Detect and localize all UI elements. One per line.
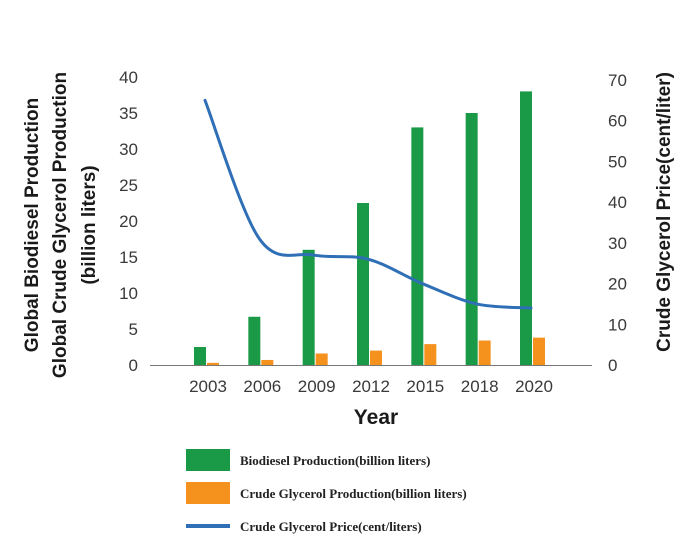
left-axis-tick-label: 30 xyxy=(119,140,138,159)
x-axis-title: Year xyxy=(354,406,398,429)
left-axis-tick-label: 0 xyxy=(129,356,138,375)
bar-glycerol-2003 xyxy=(207,362,219,365)
bar-glycerol-2015 xyxy=(424,344,437,365)
bar-glycerol-2012 xyxy=(370,350,382,365)
right-axis-tick-label: 50 xyxy=(608,152,627,171)
legend-label: Biodiesel Production(billion liters) xyxy=(240,453,430,468)
bar-biodiesel-2020 xyxy=(520,91,532,366)
legend-item: Crude Glycerol Production(billion liters… xyxy=(186,482,467,504)
left-axis-tick-label: 35 xyxy=(119,104,138,123)
legend-label: Crude Glycerol Production(billion liters… xyxy=(240,486,467,501)
left-axis-tick-label: 25 xyxy=(119,176,138,195)
legend-item: Crude Glycerol Price(cent/liters) xyxy=(186,519,422,534)
legend: Biodiesel Production(billion liters) Crud… xyxy=(186,449,467,534)
x-axis-tick-label: 2020 xyxy=(515,377,553,396)
price-line-group xyxy=(203,98,533,310)
left-axis-title-line: (billion liters) xyxy=(79,165,100,284)
bar-biodiesel-2018 xyxy=(465,113,478,365)
bar-glycerol-2020 xyxy=(533,337,545,365)
x-axis-tick-label: 2003 xyxy=(189,377,227,396)
x-axis-tick-label: 2012 xyxy=(352,377,390,396)
x-axis-tick-label: 2006 xyxy=(243,377,281,396)
legend-swatch xyxy=(186,482,230,504)
left-axis-tick-label: 40 xyxy=(119,68,138,87)
legend-item: Biodiesel Production(billion liters) xyxy=(186,449,430,471)
right-axis-title: Crude Glycerol Price(cent/liter) xyxy=(654,72,675,352)
left-axis-title-line: Global Biodiesel Production xyxy=(22,98,43,352)
bar-biodiesel-2003 xyxy=(194,347,206,365)
x-axis-tick-label: 2015 xyxy=(406,377,444,396)
x-axis-ticks: 2003 2006 2009 2012 2015 2018 2020 xyxy=(189,377,553,396)
bar-glycerol-2006 xyxy=(261,359,274,365)
left-axis-title: Global Biodiesel Production Global Crude … xyxy=(22,72,100,378)
left-axis-tick-label: 5 xyxy=(129,320,138,339)
bar-glycerol-2009 xyxy=(315,353,328,365)
right-axis-tick-label: 10 xyxy=(608,315,627,334)
right-axis-tick-label: 70 xyxy=(608,71,627,90)
left-axis-tick-label: 10 xyxy=(119,284,138,303)
right-axis-tick-label: 0 xyxy=(608,356,617,375)
right-axis-tick-label: 20 xyxy=(608,275,627,294)
bar-biodiesel-2015 xyxy=(411,127,424,366)
x-axis-tick-label: 2018 xyxy=(461,377,499,396)
left-axis-tick-label: 15 xyxy=(119,248,138,267)
left-axis-ticks: 0 5 10 15 20 25 30 35 40 xyxy=(119,68,138,375)
left-axis-tick-label: 20 xyxy=(119,212,138,231)
bar-glycerol-2018 xyxy=(478,340,491,365)
legend-swatch xyxy=(186,449,230,471)
left-axis-title-line: Global Crude Glycerol Production xyxy=(50,72,71,378)
bar-biodiesel-2006 xyxy=(248,316,261,365)
x-axis-tick-label: 2009 xyxy=(298,377,336,396)
right-axis-tick-label: 30 xyxy=(608,234,627,253)
bar-biodiesel-2009 xyxy=(302,249,315,365)
right-axis-tick-label: 40 xyxy=(608,193,627,212)
legend-label: Crude Glycerol Price(cent/liters) xyxy=(240,519,422,534)
series-line-glycerol-price xyxy=(203,98,533,310)
bar-biodiesel-2012 xyxy=(357,203,369,365)
right-axis-tick-label: 60 xyxy=(608,112,627,131)
right-axis-ticks: 0 10 20 30 40 50 60 70 xyxy=(608,71,627,375)
